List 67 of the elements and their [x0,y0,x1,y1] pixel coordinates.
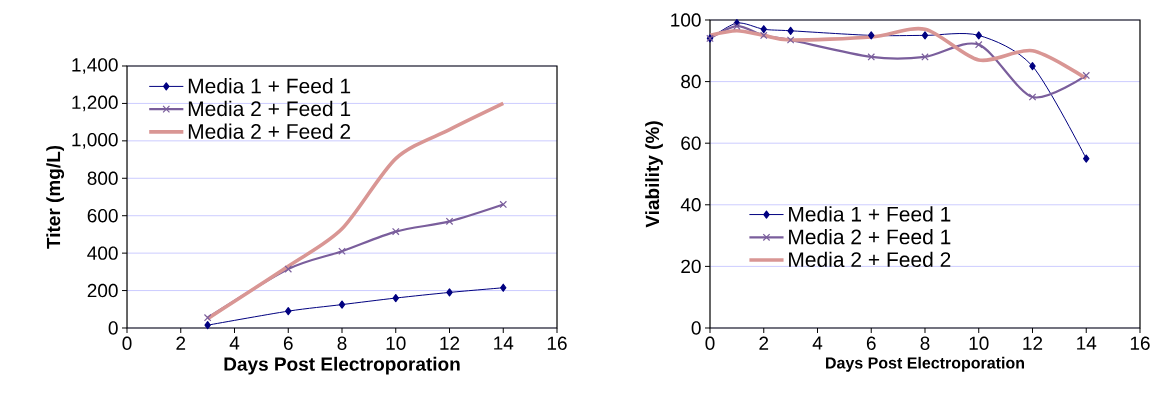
y-tick-label: 80 [681,74,701,89]
point [499,200,508,209]
point [787,26,794,35]
x-tick-label: 12 [440,336,460,350]
x-tick-label: 16 [547,336,567,350]
point [759,31,768,40]
x-tick-label: 10 [969,336,989,350]
legend-label: Media 1 + Feed 1 [188,78,351,94]
y-tick-label: 60 [681,136,701,150]
point [974,40,983,49]
y-tick-label: 40 [680,198,701,212]
x-tick-label: 8 [920,336,930,350]
point [1083,154,1090,163]
point [1082,71,1091,80]
y-tick-label: 1,000 [72,133,118,149]
point [338,247,346,256]
point [204,321,211,330]
x-axis-title: Days Post Electroporation [224,356,460,375]
point [391,227,400,236]
point [284,265,293,273]
x-tick-label: 16 [1130,336,1150,350]
point [500,283,507,292]
x-tick-label: 6 [283,336,293,350]
y-tick-label: 400 [87,246,118,260]
point [446,288,453,297]
y-tick-label: 20 [681,259,701,274]
x-tick-label: 14 [1077,336,1097,350]
y-axis-title: Viability (%) [645,121,663,228]
legend-label: Media 2 + Feed 2 [188,123,351,139]
y-tick-label: 0 [108,321,118,335]
y-tick-label: 800 [87,171,118,185]
x-tick-label: 0 [705,336,715,350]
point [760,25,767,34]
y-tick-label: 200 [87,283,118,298]
x-tick-label: 2 [759,336,769,350]
x-axis-title: Days Post Electroporation [826,356,1025,372]
point [285,307,292,316]
legend-label: Media 2 + Feed 1 [188,100,351,117]
x-tick-label: 4 [229,336,240,350]
x-tick-label: 2 [176,336,186,350]
x-tick-label: 6 [866,336,876,350]
point [921,53,929,61]
y-tick-label: 100 [671,13,701,27]
y-tick-label: 1,200 [72,95,118,112]
legend-label: Media 1 + Feed 1 [789,206,951,222]
x-tick-label: 14 [494,336,514,350]
point [392,293,399,303]
legend-label: Media 2 + Feed 1 [789,228,951,245]
x-tick-label: 0 [122,336,132,350]
x-tick-label: 12 [1023,336,1043,350]
point [975,31,982,40]
point [1028,93,1037,101]
point [786,36,795,44]
point [338,300,346,309]
x-tick-label: 8 [337,336,347,350]
y-tick-label: 1,400 [72,58,118,74]
point [1029,62,1036,71]
legend-label: Media 2 + Feed 2 [789,251,951,268]
x-tick-label: 4 [812,336,823,350]
y-tick-label: 0 [691,321,701,335]
point [921,31,929,40]
y-tick-label: 600 [87,208,118,223]
point [867,53,876,61]
point [445,217,454,226]
point [868,31,875,40]
y-axis-title: Titer (mg/L) [46,145,65,249]
x-tick-label: 10 [386,336,406,350]
